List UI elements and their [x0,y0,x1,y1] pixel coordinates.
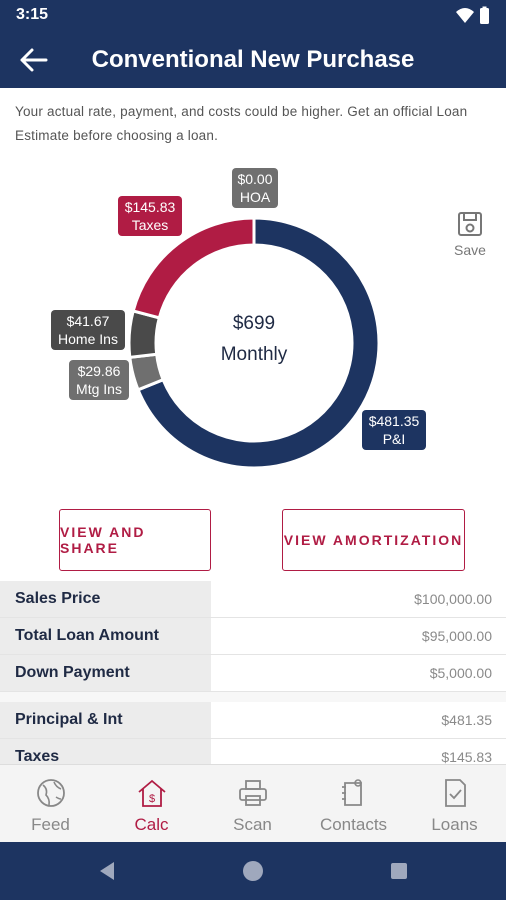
nav-label: Calc [134,815,169,834]
slice-name-taxes: Taxes [131,217,169,233]
system-recents-icon[interactable] [386,858,412,884]
nav-item-loans[interactable]: Loans [404,765,505,843]
slice-label-pi: $481.35 P&I [362,410,426,450]
row-label: Down Payment [0,655,211,691]
table-row: Down Payment $5,000.00 [0,655,506,692]
donut-slice-taxes [131,216,256,320]
row-value: $145.83 [441,749,492,765]
save-label: Save [454,242,486,258]
view-and-share-button[interactable]: VIEW AND SHARE [59,509,211,571]
disclaimer-text: Your actual rate, payment, and costs cou… [15,104,468,143]
row-value: $481.35 [441,712,492,728]
row-label: Sales Price [0,581,211,617]
row-label: Principal & Int [0,702,211,738]
slice-name-home-ins: Home Ins [58,331,118,347]
system-back-icon[interactable] [94,858,120,884]
nav-label: Contacts [319,815,388,834]
bottom-navigation: Feed $ Calc Scan Contacts Loans [0,764,506,842]
slice-label-taxes: $145.83 Taxes [118,196,182,236]
slice-value-home-ins: $41.67 [66,313,110,329]
nav-label: Loans [431,815,478,834]
nav-item-feed[interactable]: Feed [0,765,101,843]
nav-label: Feed [31,815,70,834]
slice-value-pi: $481.35 [368,413,420,429]
page-title: Conventional New Purchase [91,46,415,73]
donut-chart: $699 Monthly [127,216,381,470]
system-navigation-bar [0,842,506,900]
nav-label: Scan [233,815,272,834]
donut-center-label: Monthly [221,344,288,365]
slice-name-pi: P&I [382,431,406,447]
save-button[interactable]: Save [448,208,492,262]
slice-value-taxes: $145.83 [124,199,176,215]
floppy-disk-icon [458,212,482,236]
slice-name-hoa: HOA [239,189,271,205]
nav-item-scan[interactable]: Scan [202,765,303,843]
nav-item-calc[interactable]: $ Calc [101,765,202,843]
printer-icon [239,780,267,806]
back-arrow-icon[interactable] [14,44,54,76]
wifi-battery-icon [456,6,489,24]
globe-icon [37,779,65,807]
home-calculator-icon: $ [138,779,166,807]
slice-value-mtg-ins: $29.86 [77,363,121,379]
status-time: 3:15 [16,6,49,23]
slice-label-home-ins: $41.67 Home Ins [51,310,125,350]
slice-label-mtg-ins: $29.86 Mtg Ins [69,360,129,400]
system-home-icon[interactable] [240,858,266,884]
document-check-icon [445,779,466,807]
row-value: $5,000.00 [429,665,492,681]
app-bar: Conventional New Purchase [0,32,506,88]
view-amortization-button[interactable]: VIEW AMORTIZATION [282,509,465,571]
svg-text:$: $ [149,793,155,805]
row-value: $100,000.00 [414,591,492,607]
nav-item-contacts[interactable]: Contacts [303,765,404,843]
donut-slice-p-i [136,216,381,470]
contacts-icon [342,779,362,806]
status-bar: 3:15 [0,0,506,32]
section-divider [0,692,506,702]
slice-value-hoa: $0.00 [237,171,273,187]
row-value: $95,000.00 [421,628,492,644]
monthly-payment-chart: $699 Monthly $0.00 HOA $145.83 Taxes $41.… [0,160,506,500]
row-label: Total Loan Amount [0,618,211,654]
table-row: Principal & Int $481.35 [0,702,506,739]
slice-label-hoa: $0.00 HOA [232,168,278,208]
table-row: Total Loan Amount $95,000.00 [0,618,506,655]
table-row: Sales Price $100,000.00 [0,581,506,618]
donut-center-amount: $699 [233,313,275,334]
slice-name-mtg-ins: Mtg Ins [76,381,122,397]
